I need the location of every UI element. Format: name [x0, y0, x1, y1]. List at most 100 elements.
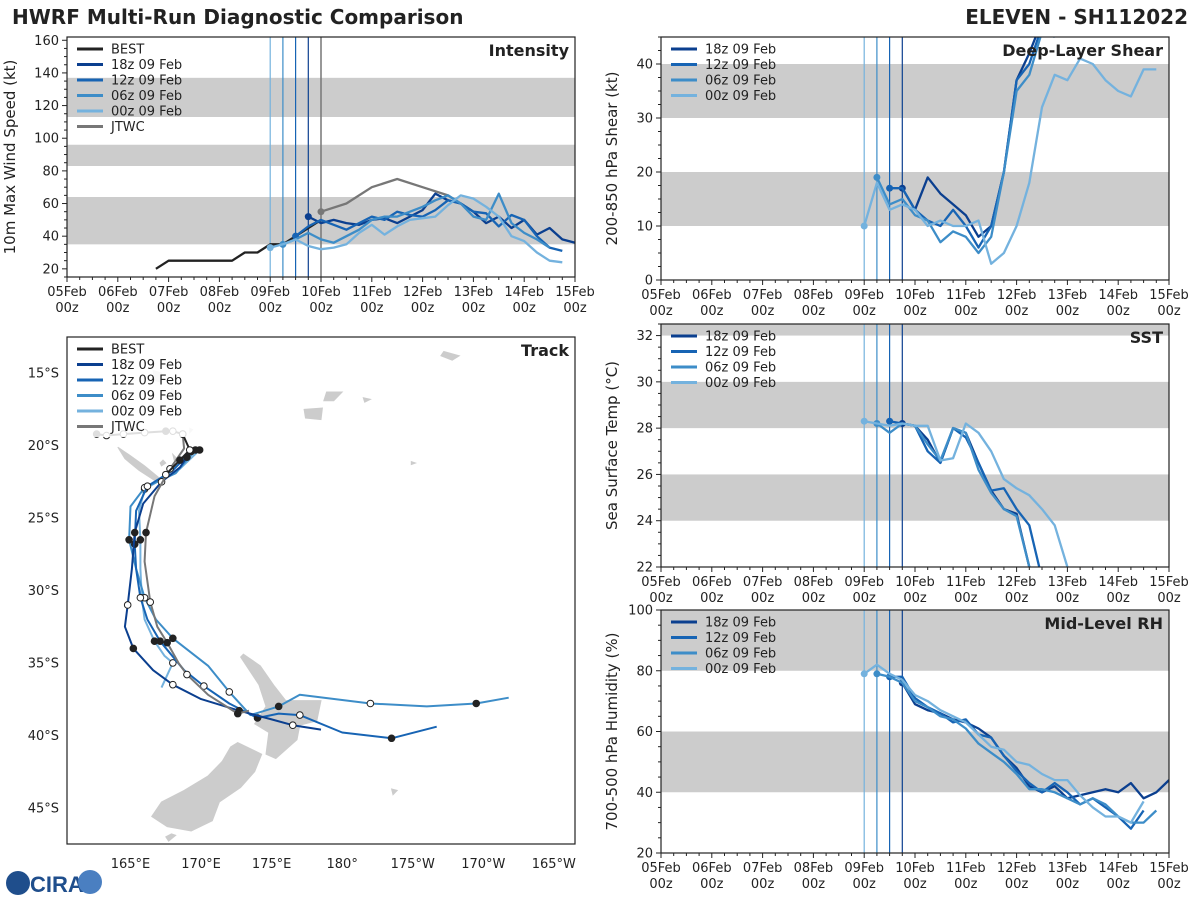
legend-label: 00z 09 Feb	[705, 662, 776, 677]
series-start-point	[317, 208, 325, 216]
panels: 05Feb 00z 06Feb 00z 07Feb 00z 08Feb 00z 09Feb 00z…	[1, 34, 1189, 893]
x-tick-label: 06Feb 00z	[98, 285, 138, 316]
x-tick-label: 07Feb 00z	[149, 285, 189, 316]
x-tick-label: 07Feb 00z	[743, 861, 783, 892]
x-tick-label: 07Feb 00z	[743, 288, 783, 319]
track-point	[125, 536, 133, 544]
y-axis-label: 10m Max Wind Speed (kt)	[1, 60, 19, 255]
x-tick-label: 05Feb 00z	[641, 861, 681, 892]
x-tick-label: 14Feb 00z	[1098, 575, 1138, 606]
y-axis-label: 700-500 hPa Humidity (%)	[603, 632, 621, 830]
x-tick-label: 06Feb 00z	[692, 861, 732, 892]
x-tick-label: 10Feb 00z	[895, 861, 935, 892]
x-tick-label: 14Feb 00z	[1098, 861, 1138, 892]
x-tick-label: 12Feb 00z	[997, 861, 1037, 892]
x-tick-label: 13Feb 00z	[1048, 288, 1088, 319]
x-tick-label: 09Feb 00z	[844, 575, 884, 606]
legend-label: 12z 09 Feb	[705, 58, 776, 73]
legend-label: 12z 09 Feb	[705, 345, 776, 360]
track-point	[472, 699, 481, 708]
y-tick-label: 10	[636, 220, 653, 235]
series-start-point	[304, 213, 312, 221]
storm-id: ELEVEN - SH112022	[965, 5, 1188, 29]
rh-panel: 05Feb 00z 06Feb 00z 07Feb 00z 08Feb 00z 09Feb 00z…	[603, 604, 1189, 893]
land-mass	[410, 460, 418, 466]
map-frame	[66, 336, 576, 845]
shaded-band	[661, 731, 1169, 793]
legend-label: 06z 09 Feb	[111, 89, 182, 104]
x-tick-label: 08Feb 00z	[794, 575, 834, 606]
y-tick-label: 0	[645, 274, 653, 289]
lat-tick-label: 30°S	[28, 584, 59, 599]
land-mass	[303, 407, 323, 421]
lon-tick-label: 175°E	[252, 857, 292, 872]
x-tick-label: 15Feb 00z	[1149, 861, 1189, 892]
track-point	[163, 638, 171, 647]
legend-label: 06z 09 Feb	[705, 647, 776, 662]
legend-label: 06z 09 Feb	[705, 361, 776, 376]
track-point	[136, 593, 145, 602]
legend-label: BEST	[111, 43, 144, 58]
track-point	[185, 446, 194, 454]
series-start-point	[873, 670, 881, 678]
x-tick-label: 11Feb 00z	[946, 288, 986, 319]
series-start-point	[266, 244, 274, 252]
x-tick-label: 12Feb 00z	[403, 285, 443, 316]
land-mass	[440, 350, 461, 361]
lat-tick-label: 20°S	[28, 439, 59, 454]
series-line-18z	[901, 37, 1068, 238]
shaded-band	[661, 324, 1169, 336]
land-mass	[390, 788, 399, 796]
lat-tick-label: 45°S	[28, 801, 59, 816]
y-axis-label: 200-850 hPa Shear (kt)	[603, 72, 621, 246]
y-tick-label: 30	[636, 375, 653, 390]
legend-label: BEST	[111, 343, 144, 358]
track-point	[161, 470, 170, 479]
cira-logo: CIRA	[6, 870, 102, 897]
x-tick-label: 10Feb 00z	[895, 288, 935, 319]
shaded-band	[661, 172, 1169, 226]
lon-tick-label: 165°W	[532, 857, 576, 872]
track-panel: 165°E 170°E 175°E 180° 175°W 170°W 165°W 15°S 20…	[28, 336, 576, 872]
series-line-00z	[863, 420, 1069, 567]
logo-text: CIRA	[30, 872, 84, 897]
track-point	[387, 734, 396, 743]
track-point	[183, 670, 191, 679]
series-line-12z	[294, 199, 563, 253]
y-tick-label: 26	[636, 468, 653, 483]
land-mass	[159, 459, 167, 467]
track-line-18z	[123, 456, 322, 731]
x-tick-label: 08Feb 00z	[200, 285, 240, 316]
x-tick-label: 09Feb 00z	[844, 288, 884, 319]
y-tick-label: 120	[34, 99, 59, 114]
y-tick-label: 22	[636, 561, 653, 576]
y-tick-label: 20	[42, 262, 59, 277]
x-tick-label: 08Feb 00z	[794, 861, 834, 892]
legend-label: 00z 09 Feb	[111, 405, 182, 420]
track-point	[288, 721, 297, 730]
lat-tick-label: 15°S	[28, 367, 59, 382]
legend-label: JTWC	[110, 420, 145, 435]
lon-tick-label: 170°W	[461, 857, 505, 872]
x-tick-label: 05Feb 00z	[641, 288, 681, 319]
legend-label: 06z 09 Feb	[111, 389, 182, 404]
series-start-point	[860, 670, 868, 678]
y-tick-label: 20	[636, 847, 653, 862]
x-tick-label: 11Feb 00z	[946, 861, 986, 892]
x-tick-label: 11Feb 00z	[352, 285, 392, 316]
y-tick-label: 60	[636, 725, 653, 740]
legend-label: JTWC	[110, 120, 145, 135]
y-tick-label: 40	[636, 58, 653, 73]
y-tick-label: 160	[34, 34, 59, 49]
panel-title: Track	[521, 341, 569, 360]
track-point	[296, 711, 304, 719]
track-point	[169, 680, 177, 689]
series-start-point	[886, 417, 894, 425]
legend-label: 18z 09 Feb	[111, 58, 182, 73]
legend-label: 12z 09 Feb	[111, 74, 182, 89]
y-tick-label: 80	[42, 164, 59, 179]
land-mass	[151, 742, 263, 832]
track-point	[274, 702, 283, 711]
